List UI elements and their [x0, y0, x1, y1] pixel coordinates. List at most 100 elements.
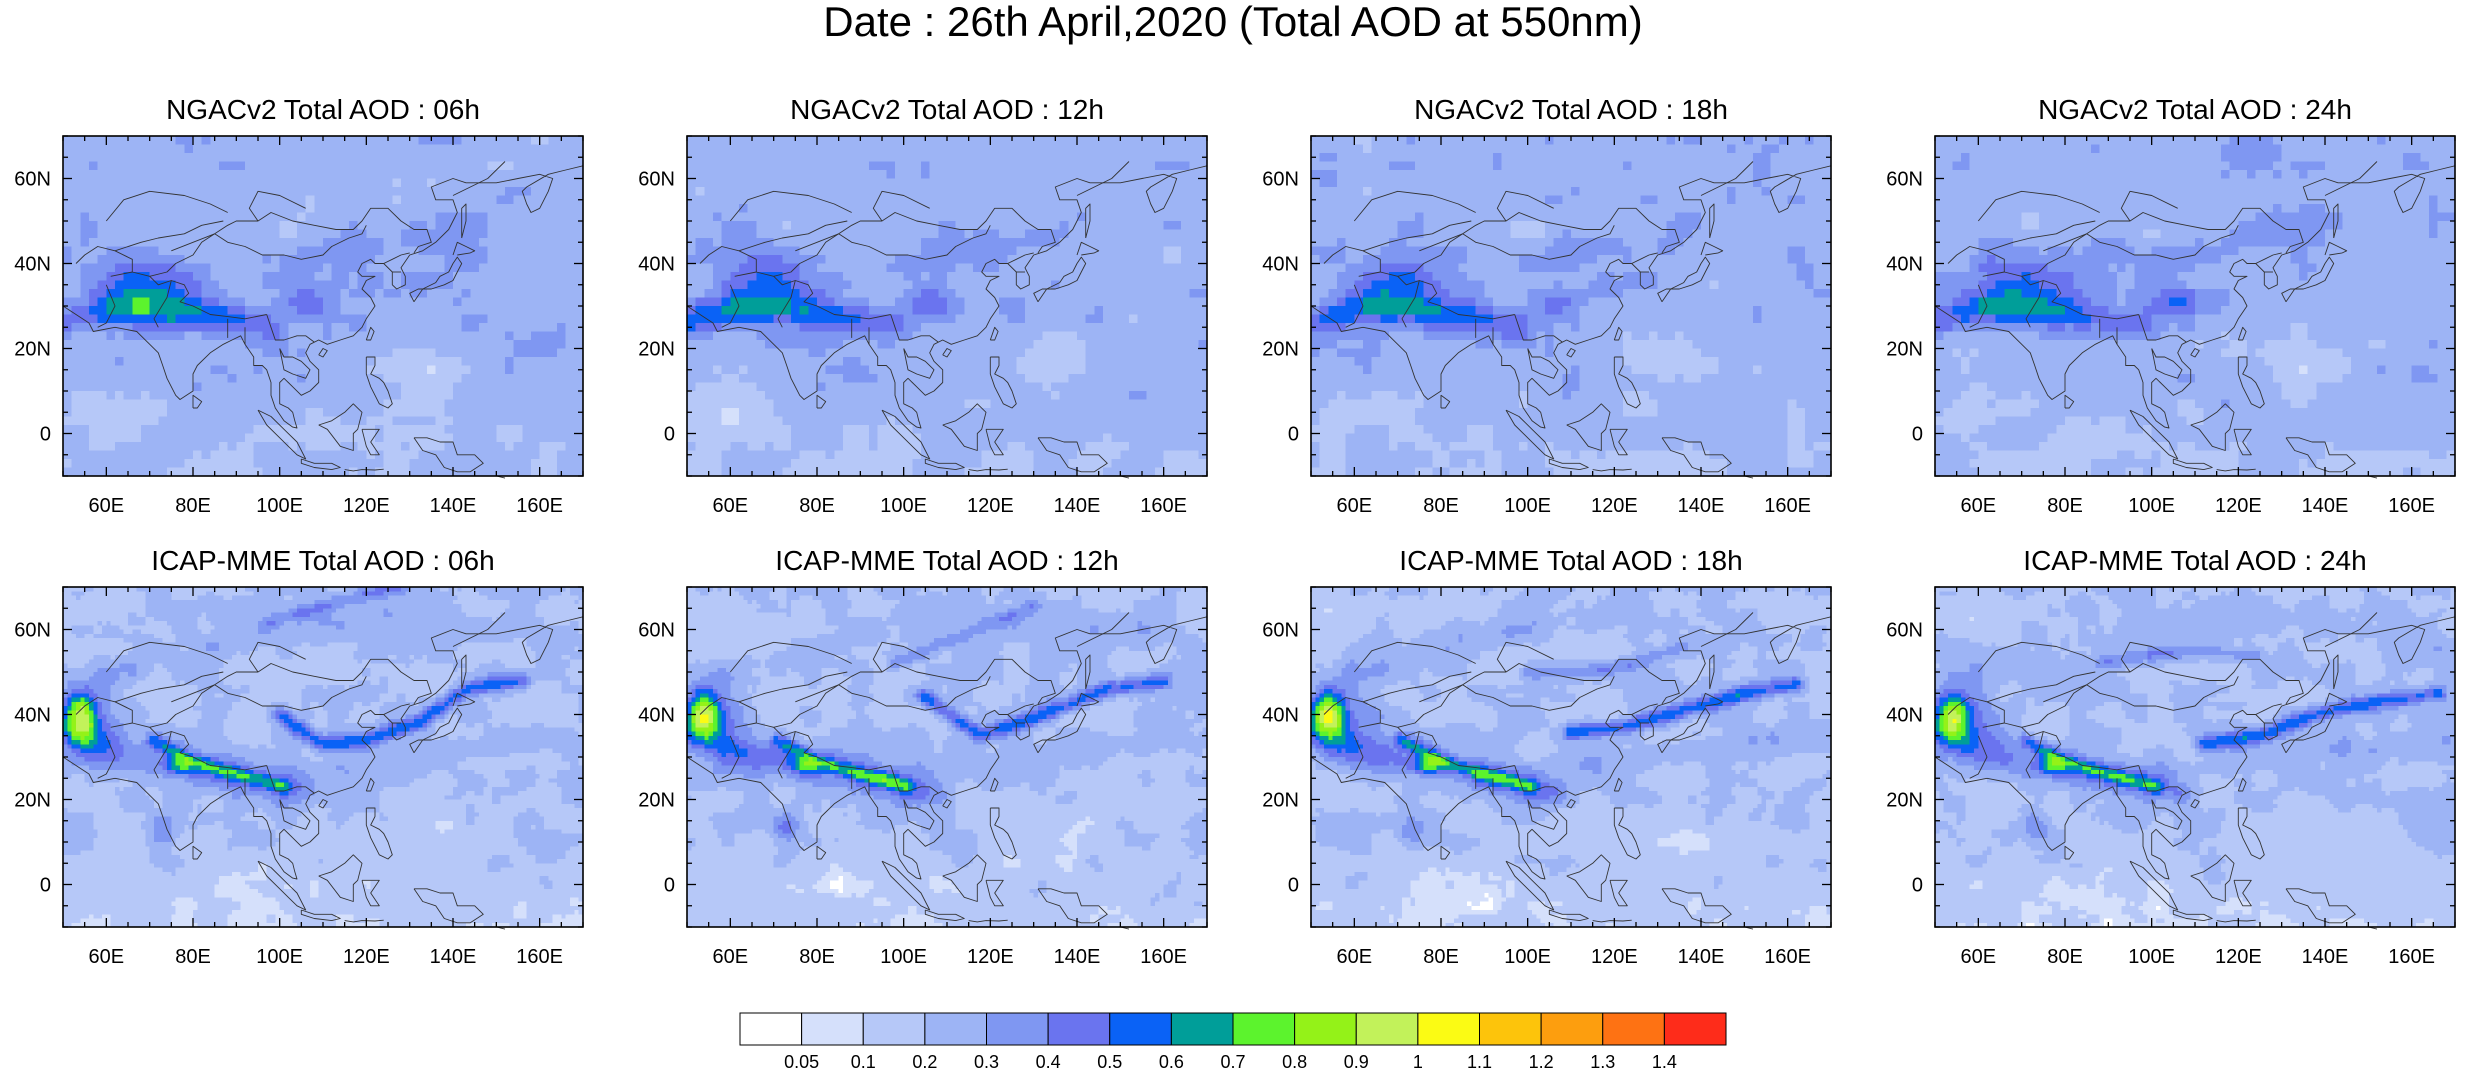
coastline	[2324, 241, 2348, 256]
y-tick-label: 20N	[638, 790, 675, 812]
y-tick-label: 20N	[14, 339, 51, 361]
coastline	[153, 731, 172, 779]
coastline	[795, 233, 839, 252]
coastline	[2216, 919, 2256, 923]
x-tick-label: 100E	[1504, 495, 1551, 517]
coastline	[214, 676, 367, 711]
x-tick-label: 60E	[89, 495, 125, 517]
coastline	[2237, 356, 2265, 409]
coastline	[2172, 458, 2213, 471]
coastline	[344, 468, 384, 472]
colorbar-label: 0.9	[1344, 1052, 1369, 1070]
coastline	[881, 409, 931, 460]
y-tick-label: 40N	[1262, 705, 1299, 727]
x-tick-label: 100E	[880, 946, 927, 968]
coastline	[2237, 326, 2247, 341]
coastline	[1007, 252, 1034, 264]
coastline	[777, 731, 796, 779]
coastline	[2233, 879, 2252, 907]
coastline	[2043, 684, 2087, 703]
coastline	[1345, 735, 1364, 779]
coastline	[318, 854, 363, 902]
coastline	[1514, 314, 1563, 343]
coastline	[1982, 271, 2139, 320]
aod-map-panel: 60E 80E 100E 120E 140E 160E 60N 40N 20N 0	[14, 135, 584, 517]
coastline	[97, 284, 116, 328]
coastline	[1969, 735, 1988, 779]
coastline	[1076, 241, 1100, 256]
coastline	[903, 799, 935, 830]
x-tick-label: 160E	[2388, 946, 2435, 968]
y-tick-label: 20N	[638, 339, 675, 361]
coastline	[2237, 807, 2265, 860]
coastline	[1353, 190, 1476, 222]
coastline	[300, 458, 341, 471]
coastline	[942, 799, 952, 809]
x-tick-label: 80E	[175, 495, 211, 517]
colorbar-swatch	[739, 1012, 803, 1046]
y-tick-label: 20N	[14, 790, 51, 812]
coastline	[105, 641, 228, 673]
panel-icap-mme-12h: ICAP-MME Total AOD : 12h 60E 80E 100E 120E 1…	[624, 545, 1244, 985]
coastline	[816, 845, 827, 860]
coastline	[1033, 707, 1087, 754]
coastline	[149, 658, 432, 728]
coastline	[1609, 428, 1628, 456]
y-tick-label: 20N	[1886, 339, 1923, 361]
colorbar-label: 1	[1413, 1052, 1423, 1070]
coastline	[1548, 458, 1589, 471]
coastline	[383, 703, 410, 715]
coastline	[2138, 765, 2187, 794]
coastline	[2324, 161, 2378, 196]
y-tick-label: 0	[40, 424, 51, 446]
coastline	[1709, 654, 1715, 690]
coastline	[985, 428, 1004, 456]
coastline	[968, 919, 1008, 923]
coastline	[1076, 161, 1130, 196]
coastline	[1592, 919, 1632, 923]
coastline	[1076, 692, 1100, 707]
coastline	[2190, 799, 2200, 809]
x-tick-label: 140E	[1678, 946, 1725, 968]
coastline	[838, 676, 991, 711]
coastline	[1934, 165, 2456, 429]
x-tick-label: 120E	[343, 946, 390, 968]
panel-title: ICAP-MME Total AOD : 06h	[63, 545, 583, 577]
coastline	[1613, 807, 1641, 860]
coastline	[62, 616, 584, 880]
panel-ngacv2-06h: NGACv2 Total AOD : 06h 60E 80E 100E 120E 140…	[0, 94, 620, 534]
coastline	[2255, 703, 2282, 715]
y-tick-label: 60N	[638, 620, 675, 642]
x-tick-label: 60E	[1337, 495, 1373, 517]
coastline	[1661, 888, 1732, 924]
coastline	[2021, 658, 2304, 728]
coastline	[114, 220, 224, 252]
y-tick-label: 0	[40, 875, 51, 897]
coastline	[1310, 616, 1832, 880]
colorbar-swatch	[1479, 1012, 1542, 1046]
coastline	[2281, 707, 2335, 754]
coastline	[773, 207, 1056, 277]
x-tick-label: 60E	[89, 946, 125, 968]
y-tick-label: 40N	[1886, 705, 1923, 727]
coastline	[1358, 722, 1515, 771]
coastline	[2151, 348, 2183, 379]
colorbar-swatch	[1232, 1012, 1296, 1046]
coastline	[1462, 676, 1615, 711]
coastline	[2064, 394, 2075, 409]
coastline	[1657, 707, 1711, 754]
x-tick-label: 140E	[1678, 495, 1725, 517]
y-tick-label: 0	[1912, 424, 1923, 446]
y-tick-label: 60N	[1262, 169, 1299, 191]
x-tick-label: 160E	[516, 946, 563, 968]
y-tick-label: 0	[1912, 875, 1923, 897]
x-tick-label: 100E	[880, 495, 927, 517]
coastline	[2237, 777, 2247, 792]
y-tick-label: 60N	[1262, 620, 1299, 642]
coastline	[738, 220, 848, 252]
coastline	[192, 845, 203, 860]
coastline	[890, 314, 939, 343]
coastline	[1310, 165, 1832, 429]
colorbar-label: 1.2	[1529, 1052, 1554, 1070]
coastline	[2281, 256, 2335, 303]
